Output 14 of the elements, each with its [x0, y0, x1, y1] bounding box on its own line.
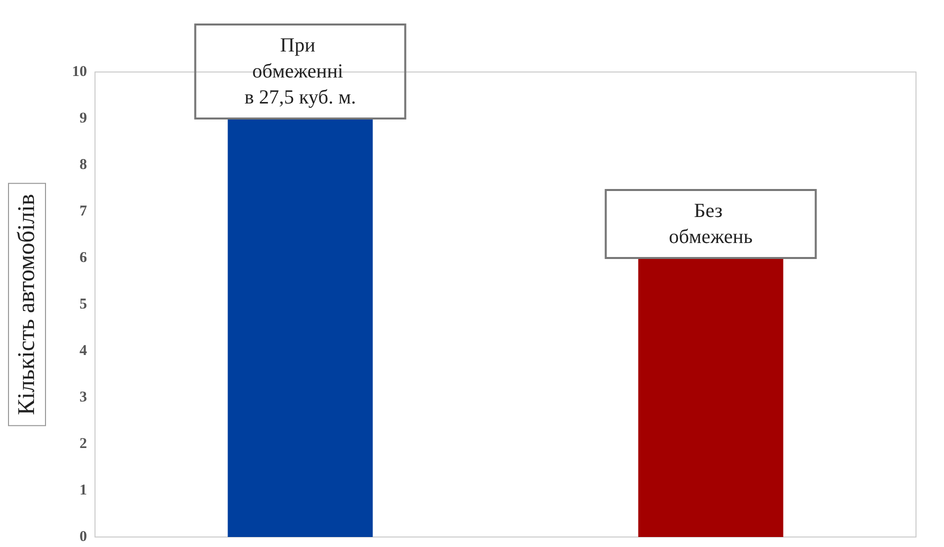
- x-tick-label: Без обмежень: [668, 200, 753, 248]
- y-tick-label: 9: [80, 110, 87, 126]
- y-tick-label: 8: [80, 157, 87, 173]
- y-tick-label: 3: [80, 390, 87, 406]
- y-axis-title: Кількість автомобілів: [14, 194, 40, 416]
- x-tick-label: При обмеженні в 27,5 куб. м.: [244, 34, 356, 108]
- y-tick-label: 4: [80, 343, 88, 359]
- y-tick-label: 5: [80, 296, 87, 312]
- y-tick-label: 0: [80, 529, 87, 545]
- y-tick-label: 2: [80, 436, 87, 452]
- y-tick-label: 1: [80, 482, 87, 498]
- y-tick-label: 10: [72, 64, 87, 80]
- y-tick-label: 6: [80, 250, 88, 266]
- y-tick-label: 7: [80, 204, 88, 220]
